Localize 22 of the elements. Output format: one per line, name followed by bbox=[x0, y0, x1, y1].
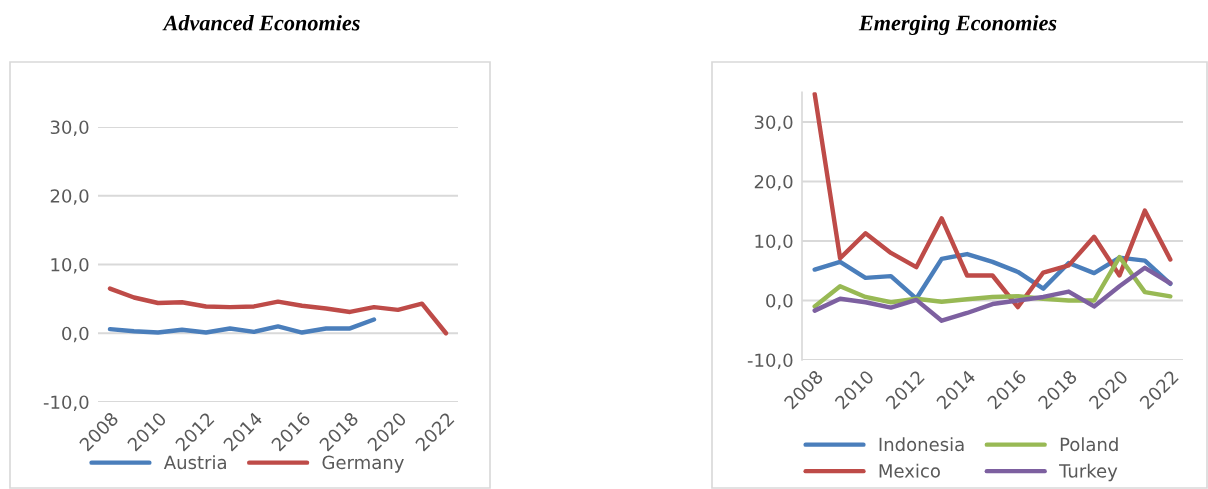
y-tick-label: 30,0 bbox=[50, 120, 89, 136]
y-tick-label: 0,0 bbox=[62, 326, 89, 343]
legend-label: Mexico bbox=[879, 463, 940, 478]
legend-label: Indonesia bbox=[879, 437, 964, 452]
line-series bbox=[107, 317, 377, 335]
y-tick-label: 10,0 bbox=[51, 257, 89, 274]
y-tick-label: 20,0 bbox=[754, 174, 793, 191]
line-series bbox=[812, 265, 1173, 323]
line-series bbox=[812, 92, 1173, 310]
legend-label: Germany bbox=[322, 455, 404, 473]
y-tick-label: 20,0 bbox=[50, 189, 89, 205]
line-series bbox=[107, 286, 449, 336]
legend-label: Austria bbox=[163, 455, 226, 470]
chart-title: Emerging Economies bbox=[858, 14, 1057, 36]
y-tick-label: 0,0 bbox=[766, 293, 793, 310]
legend-label: Turkey bbox=[1059, 463, 1118, 482]
y-tick-label: 30,0 bbox=[754, 115, 793, 131]
y-tick-label: 10,0 bbox=[755, 234, 793, 250]
y-tick-label: -10,0 bbox=[43, 395, 89, 411]
y-tick-label: -10,0 bbox=[747, 353, 793, 369]
legend-label: Poland bbox=[1060, 437, 1118, 452]
chart-title: Advanced Economies bbox=[162, 14, 360, 31]
